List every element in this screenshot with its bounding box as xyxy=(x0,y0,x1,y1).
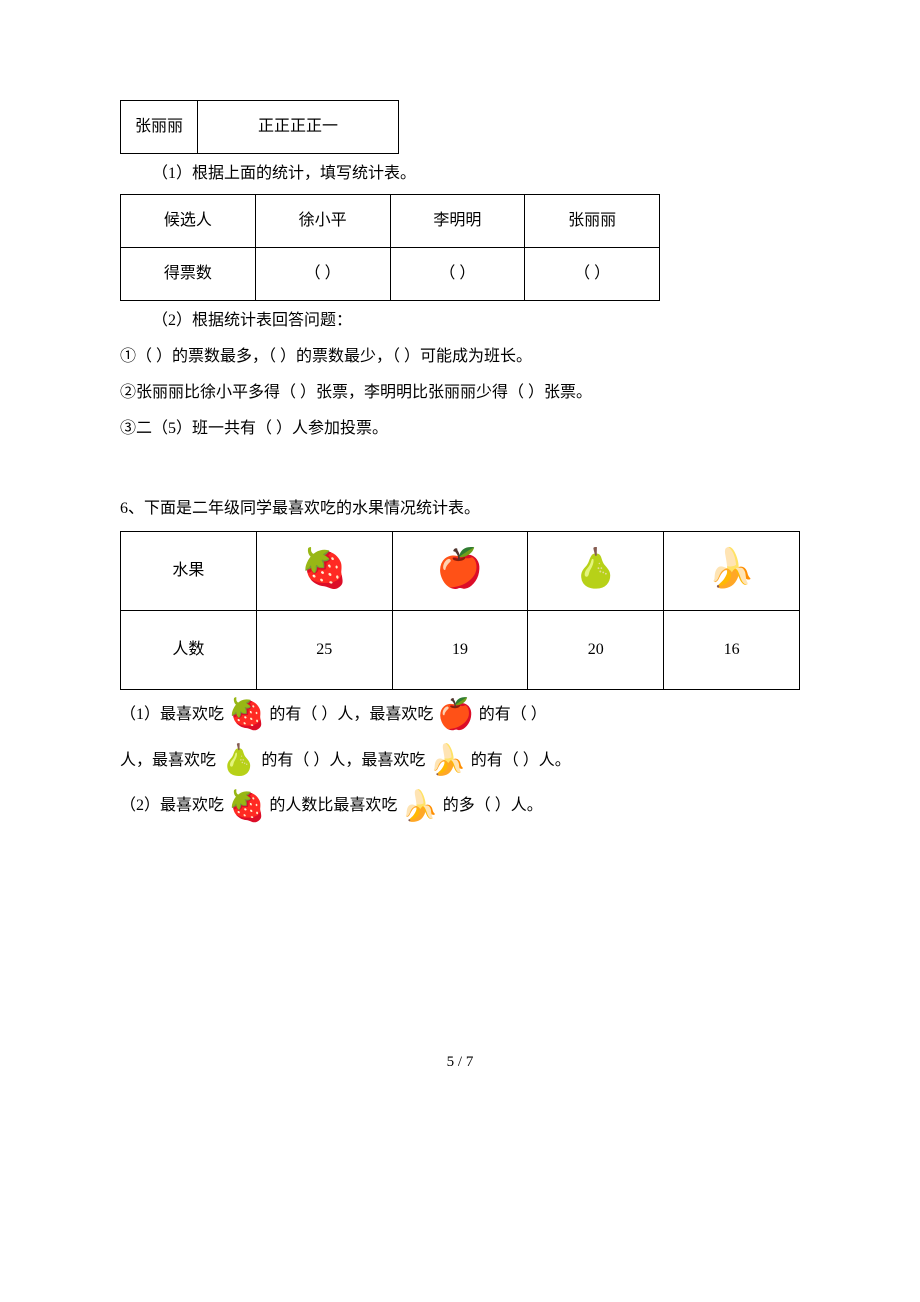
apple-icon: 🍎 xyxy=(436,548,483,590)
q5-part2-label: （2）根据统计表回答问题： xyxy=(120,305,800,337)
tally-name-cell: 张丽丽 xyxy=(121,101,198,154)
q6-2-seg: 的人数比最喜欢吃 xyxy=(265,797,401,814)
table-row: 人数 25 19 20 16 xyxy=(121,611,800,690)
banana-icon: 🍌 xyxy=(708,548,755,590)
stats-table: 候选人 徐小平 李明明 张丽丽 得票数 （ ） （ ） （ ） xyxy=(120,194,660,301)
count-cell: 25 xyxy=(256,611,392,690)
stats-header: 徐小平 xyxy=(255,195,390,248)
q6-2-seg: 的多（ ）人。 xyxy=(439,797,543,814)
apple-icon: 🍎 xyxy=(437,700,474,730)
table-row: 候选人 徐小平 李明明 张丽丽 xyxy=(121,195,660,248)
q6-1-seg: 人，最喜欢吃 xyxy=(120,752,220,769)
tally-marks-cell: 正正正正一 xyxy=(198,101,399,154)
q6-title: 6、下面是二年级同学最喜欢吃的水果情况统计表。 xyxy=(120,493,800,525)
strawberry-icon: 🍓 xyxy=(228,700,265,730)
fruit-header: 水果 xyxy=(121,532,257,611)
q5-part1-label: （1）根据上面的统计，填写统计表。 xyxy=(120,158,800,190)
worksheet-page: 张丽丽 正正正正一 （1）根据上面的统计，填写统计表。 候选人 徐小平 李明明 … xyxy=(0,0,920,1117)
q5-line1: ①（ ）的票数最多，（ ）的票数最少，（ ）可能成为班长。 xyxy=(120,341,800,373)
stats-header: 候选人 xyxy=(121,195,256,248)
banana-icon: 🍌 xyxy=(401,792,438,822)
banana-icon: 🍌 xyxy=(429,746,466,776)
stats-header: 李明明 xyxy=(390,195,525,248)
q6-1-seg: 的有（ ）人，最喜欢吃 xyxy=(257,752,429,769)
q6-sub1-line1: （1）最喜欢吃 🍓 的有（ ）人，最喜欢吃 🍎 的有（ ） xyxy=(120,694,800,736)
fruit-cell: 🍓 xyxy=(256,532,392,611)
table-row: 水果 🍓 🍎 🍐 🍌 xyxy=(121,532,800,611)
table-row: 张丽丽 正正正正一 xyxy=(121,101,399,154)
q6-sub2: （2）最喜欢吃 🍓 的人数比最喜欢吃 🍌 的多（ ）人。 xyxy=(120,785,800,827)
q6-1-seg: 的有（ ）人，最喜欢吃 xyxy=(265,706,437,723)
tally-table: 张丽丽 正正正正一 xyxy=(120,100,399,154)
table-row: 得票数 （ ） （ ） （ ） xyxy=(121,248,660,301)
pear-icon: 🍐 xyxy=(220,746,257,776)
page-footer: 5 / 7 xyxy=(120,1047,800,1077)
q6-1-seg: （1）最喜欢吃 xyxy=(120,706,228,723)
q5-line2: ②张丽丽比徐小平多得（ ）张票，李明明比张丽丽少得（ ）张票。 xyxy=(120,377,800,409)
fruit-cell: 🍐 xyxy=(528,532,664,611)
section-gap xyxy=(120,449,800,489)
stats-cell: （ ） xyxy=(525,248,660,301)
pear-icon: 🍐 xyxy=(572,548,619,590)
stats-cell: （ ） xyxy=(390,248,525,301)
q6-2-seg: （2）最喜欢吃 xyxy=(120,797,228,814)
q6-1-seg: 的有（ ） xyxy=(475,706,547,723)
q6-sub1-line2: 人，最喜欢吃 🍐 的有（ ）人，最喜欢吃 🍌 的有（ ）人。 xyxy=(120,740,800,782)
count-cell: 16 xyxy=(664,611,800,690)
stats-cell: 得票数 xyxy=(121,248,256,301)
strawberry-icon: 🍓 xyxy=(301,548,348,590)
fruit-table: 水果 🍓 🍎 🍐 🍌 人数 25 19 20 16 xyxy=(120,531,800,690)
strawberry-icon: 🍓 xyxy=(228,792,265,822)
fruit-cell: 🍎 xyxy=(392,532,528,611)
q6-1-seg: 的有（ ）人。 xyxy=(467,752,571,769)
stats-cell: （ ） xyxy=(255,248,390,301)
count-cell: 19 xyxy=(392,611,528,690)
count-header: 人数 xyxy=(121,611,257,690)
q5-line3: ③二（5）班一共有（ ）人参加投票。 xyxy=(120,413,800,445)
stats-header: 张丽丽 xyxy=(525,195,660,248)
count-cell: 20 xyxy=(528,611,664,690)
fruit-cell: 🍌 xyxy=(664,532,800,611)
